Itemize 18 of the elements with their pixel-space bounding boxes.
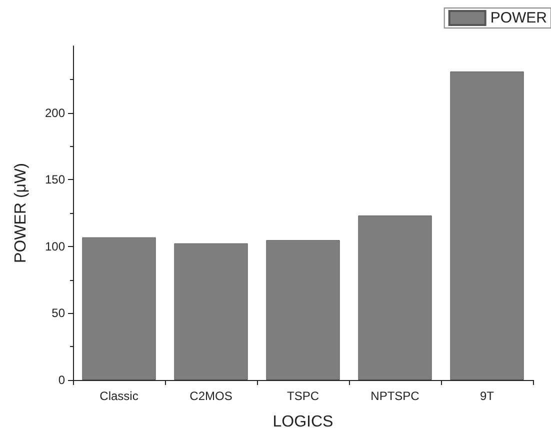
x-tick-label: NPTSPC: [370, 389, 420, 403]
y-tick-label: 0: [58, 373, 66, 387]
x-axis-title: LOGICS: [272, 414, 334, 430]
bar: [450, 72, 524, 380]
x-tick-label: C2MOS: [190, 389, 232, 403]
x-tick-label: TSPC: [286, 389, 320, 403]
y-tick-label: 150: [44, 172, 66, 187]
y-tick-label: 50: [52, 306, 66, 320]
x-tick-label: Classic: [100, 389, 138, 403]
legend-label: POWER: [490, 10, 548, 26]
y-tick-label: 100: [44, 239, 66, 254]
bar: [266, 240, 340, 380]
bar: [82, 237, 156, 380]
bar: [358, 216, 432, 380]
bar: [174, 243, 248, 380]
y-axis-title: POWER (μW): [12, 163, 30, 263]
y-tick-label: 200: [44, 106, 66, 120]
x-tick-label: 9T: [480, 389, 495, 403]
